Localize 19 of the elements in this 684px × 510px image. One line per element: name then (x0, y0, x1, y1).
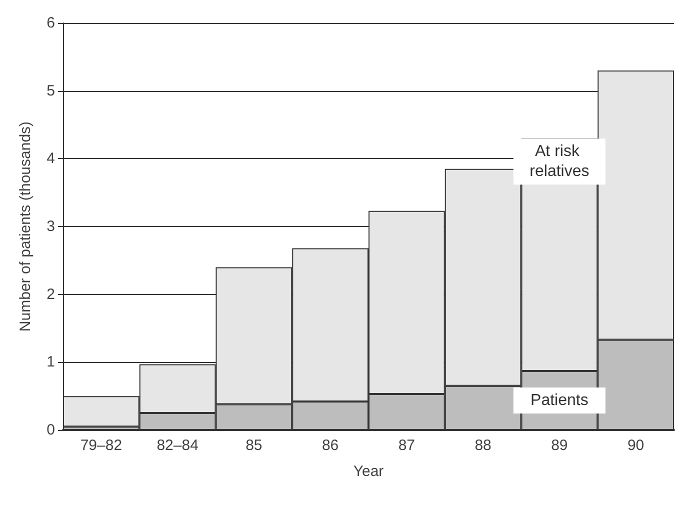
x-tick-label: 90 (627, 437, 644, 454)
y-tick-label: 2 (46, 286, 55, 303)
y-tick-label: 1 (46, 354, 55, 371)
x-tick-label: 86 (322, 437, 339, 454)
y-axis-title: Number of patients (thousands) (17, 121, 34, 332)
x-axis-title: Year (353, 463, 384, 480)
x-tick-label: 85 (246, 437, 262, 454)
y-tick-label: 3 (46, 218, 55, 235)
x-tick-label: 79–82 (80, 437, 122, 454)
y-tick-label: 4 (46, 150, 55, 168)
y-tick-label: 0 (46, 422, 55, 438)
series-label: Patients (530, 392, 588, 409)
x-tick-label: 82–84 (156, 437, 198, 454)
series-label: At risk relatives (530, 143, 590, 180)
y-tick-label: 5 (46, 82, 55, 100)
x-tick-label: 89 (551, 437, 568, 454)
y-tick-label: 6 (46, 14, 55, 32)
x-tick-label: 88 (474, 437, 492, 454)
x-tick-label: 87 (398, 437, 416, 454)
